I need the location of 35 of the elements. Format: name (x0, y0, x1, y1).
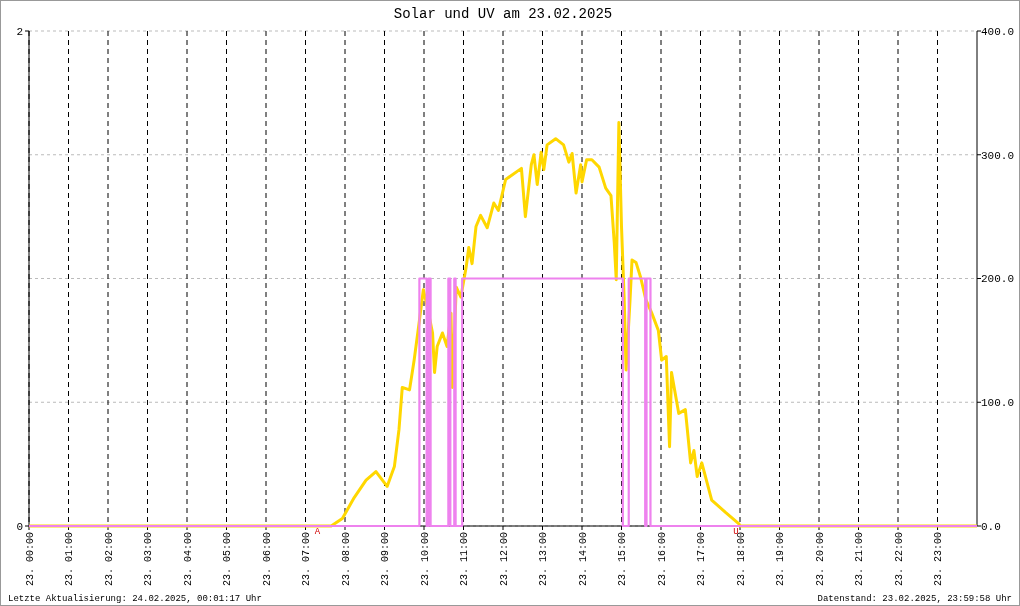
y-tick-label: 0 (16, 520, 23, 533)
x-tick-label: 23. 05:00 (222, 532, 233, 587)
x-tick-label: 23. 15:00 (617, 532, 628, 587)
x-tick-label: 23. 08:00 (340, 532, 352, 587)
y2-tick-label: 300.0 (981, 149, 1015, 162)
x-tick-label: 23. 10:00 (419, 532, 431, 587)
x-tick-label: 23. 19:00 (775, 532, 786, 587)
x-tick-label: 23. 20:00 (814, 532, 826, 587)
text: Datenstand: 23.02.2025, 23:59:58 Uhr (817, 594, 1012, 604)
x-tick-label: 23. 09:00 (380, 532, 391, 587)
chart-title: Solar und UV am 23.02.2025 (393, 6, 613, 22)
x-tick-label: 23. 02:00 (103, 532, 115, 587)
x-tick-label: 23. 13:00 (538, 532, 549, 587)
text: Letzte Aktualisierung: 24.02.2025, 00:01:17 Uhr (8, 594, 262, 604)
y2-tick-label: 200.0 (981, 273, 1015, 286)
y2-tick-label: 100.0 (981, 397, 1015, 410)
y2-tick-label: 400.0 (981, 25, 1015, 38)
x-tick-label: 23. 22:00 (893, 532, 905, 587)
y-tick-label: 2 (16, 25, 23, 38)
x-tick-label: 23. 07:00 (301, 532, 312, 587)
x-tick-label: 23. 03:00 (143, 532, 154, 587)
x-tick-label: 23. 18:00 (735, 532, 747, 587)
x-tick-label: 23. 01:00 (64, 532, 75, 587)
x-tick-label: 23. 21:00 (854, 532, 865, 587)
y2-tick-label: 0.0 (981, 520, 1001, 533)
x-tick-label: 23. 12:00 (498, 532, 510, 587)
x-tick-label: 23. 11:00 (459, 532, 470, 587)
x-tick-label: 23. 17:00 (696, 532, 707, 587)
x-tick-label: 23. 06:00 (261, 532, 273, 587)
x-tick-label: 23. 23:00 (933, 532, 944, 587)
x-tick-label: 23. 00:00 (24, 532, 36, 587)
x-tick-label: 23. 04:00 (182, 532, 194, 587)
annotation: A (314, 527, 321, 537)
x-tick-label: 23. 14:00 (577, 532, 589, 587)
x-tick-label: 23. 16:00 (656, 532, 668, 587)
